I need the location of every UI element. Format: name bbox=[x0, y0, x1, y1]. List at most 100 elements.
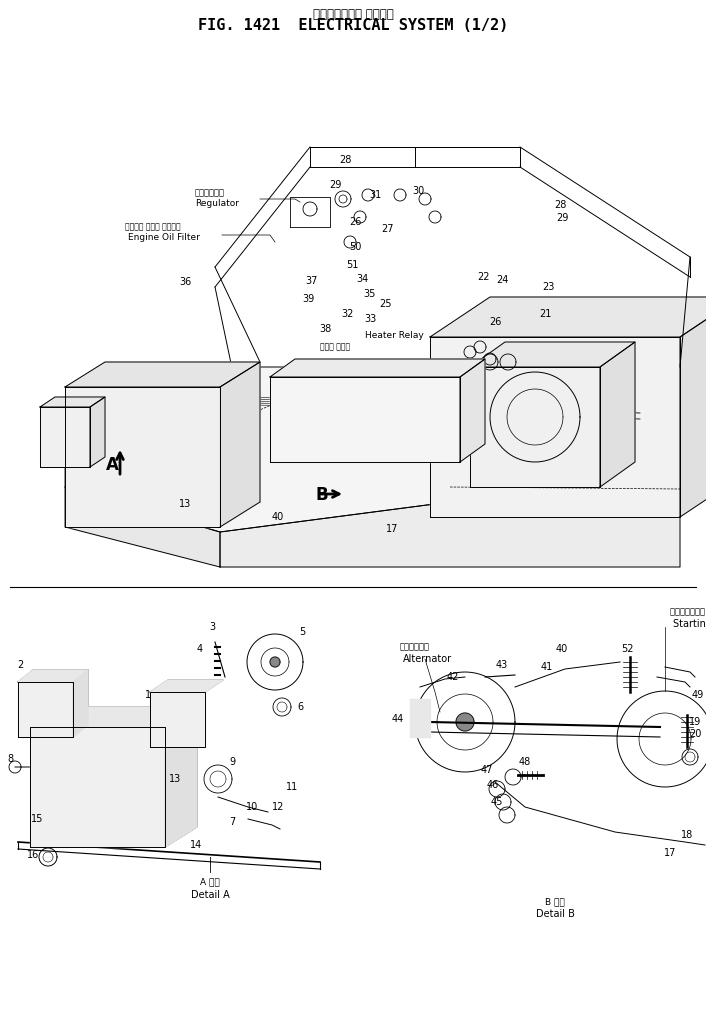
Text: 10: 10 bbox=[246, 802, 258, 812]
Text: 24: 24 bbox=[496, 275, 508, 285]
Text: 40: 40 bbox=[272, 512, 284, 522]
Text: 22: 22 bbox=[478, 272, 490, 282]
Polygon shape bbox=[65, 362, 260, 387]
Text: 11: 11 bbox=[286, 782, 298, 792]
Text: レギュレータ: レギュレータ bbox=[195, 188, 225, 197]
Text: スターティング モータ: スターティング モータ bbox=[670, 607, 706, 616]
Text: Starting Motor: Starting Motor bbox=[673, 619, 706, 629]
Text: 50: 50 bbox=[349, 242, 361, 252]
Text: 52: 52 bbox=[621, 644, 633, 654]
Polygon shape bbox=[65, 367, 680, 532]
Polygon shape bbox=[430, 297, 706, 337]
Text: 51: 51 bbox=[346, 260, 358, 270]
Polygon shape bbox=[150, 692, 205, 747]
Text: 17: 17 bbox=[664, 848, 676, 858]
Text: 17: 17 bbox=[385, 524, 398, 534]
Text: 38: 38 bbox=[319, 324, 331, 334]
Text: A 詳細: A 詳細 bbox=[200, 878, 220, 887]
Text: 35: 35 bbox=[364, 289, 376, 299]
Polygon shape bbox=[165, 707, 197, 847]
Text: 47: 47 bbox=[481, 765, 493, 775]
Text: 31: 31 bbox=[369, 190, 381, 200]
Text: 6: 6 bbox=[297, 702, 303, 712]
Polygon shape bbox=[470, 342, 635, 367]
Text: B: B bbox=[316, 486, 328, 504]
Text: FIG. 1421  ELECTRICAL SYSTEM (1/2): FIG. 1421 ELECTRICAL SYSTEM (1/2) bbox=[198, 18, 508, 34]
Text: A: A bbox=[106, 456, 119, 474]
Text: 28: 28 bbox=[339, 155, 351, 165]
Text: 15: 15 bbox=[31, 814, 43, 824]
Text: 26: 26 bbox=[489, 317, 501, 327]
Text: 37: 37 bbox=[306, 276, 318, 286]
Polygon shape bbox=[460, 359, 485, 462]
Text: 13: 13 bbox=[179, 499, 191, 508]
Text: 2: 2 bbox=[17, 660, 23, 670]
Text: 49: 49 bbox=[692, 690, 704, 700]
Polygon shape bbox=[40, 397, 105, 407]
Text: 34: 34 bbox=[356, 274, 368, 284]
Polygon shape bbox=[600, 342, 635, 487]
Polygon shape bbox=[18, 682, 73, 737]
Text: 18: 18 bbox=[681, 830, 693, 840]
Polygon shape bbox=[220, 362, 260, 527]
Text: オルタネータ: オルタネータ bbox=[400, 643, 430, 652]
Polygon shape bbox=[30, 727, 165, 847]
Text: 42: 42 bbox=[447, 672, 459, 682]
Polygon shape bbox=[40, 407, 90, 467]
Text: 23: 23 bbox=[542, 282, 554, 292]
Text: Alternator: Alternator bbox=[403, 654, 452, 664]
Text: 33: 33 bbox=[364, 314, 376, 324]
Text: 29: 29 bbox=[329, 180, 341, 190]
Polygon shape bbox=[65, 387, 220, 527]
Polygon shape bbox=[430, 337, 680, 517]
Text: 12: 12 bbox=[272, 802, 285, 812]
Polygon shape bbox=[470, 367, 600, 487]
Text: 29: 29 bbox=[556, 213, 568, 223]
Polygon shape bbox=[410, 699, 430, 737]
Polygon shape bbox=[65, 487, 220, 567]
Polygon shape bbox=[456, 713, 474, 731]
Text: Regulator: Regulator bbox=[195, 198, 239, 207]
Polygon shape bbox=[270, 377, 460, 462]
Text: 21: 21 bbox=[539, 309, 551, 319]
Text: 7: 7 bbox=[229, 817, 235, 827]
Text: エレクトリカル システム: エレクトリカル システム bbox=[313, 7, 393, 20]
Text: 1: 1 bbox=[145, 690, 151, 700]
Text: エンジン オイル フィルタ: エンジン オイル フィルタ bbox=[125, 223, 181, 232]
Text: 43: 43 bbox=[496, 660, 508, 670]
Polygon shape bbox=[220, 472, 680, 567]
Polygon shape bbox=[30, 707, 197, 727]
Text: 40: 40 bbox=[556, 644, 568, 654]
Text: 26: 26 bbox=[349, 217, 361, 227]
Text: 28: 28 bbox=[554, 200, 566, 210]
Text: 41: 41 bbox=[541, 662, 553, 672]
Text: 8: 8 bbox=[7, 754, 13, 764]
Text: Heater Relay: Heater Relay bbox=[365, 331, 424, 340]
Text: B 詳細: B 詳細 bbox=[545, 897, 565, 906]
Polygon shape bbox=[680, 297, 706, 517]
Text: ヒータ リレー: ヒータ リレー bbox=[320, 343, 350, 352]
Text: Detail A: Detail A bbox=[191, 890, 229, 900]
Polygon shape bbox=[537, 419, 553, 435]
Text: 39: 39 bbox=[302, 294, 314, 304]
Text: 9: 9 bbox=[229, 757, 235, 767]
Text: 44: 44 bbox=[392, 714, 404, 724]
Text: 32: 32 bbox=[341, 309, 353, 319]
Text: 36: 36 bbox=[179, 277, 191, 287]
Polygon shape bbox=[18, 670, 88, 682]
Polygon shape bbox=[73, 670, 88, 737]
Text: 5: 5 bbox=[299, 627, 305, 637]
Text: 27: 27 bbox=[382, 224, 394, 234]
Polygon shape bbox=[270, 657, 280, 667]
Text: Engine Oil Filter: Engine Oil Filter bbox=[128, 234, 200, 242]
Text: 45: 45 bbox=[491, 797, 503, 807]
Text: 13: 13 bbox=[169, 774, 181, 784]
Polygon shape bbox=[270, 359, 485, 377]
Text: 16: 16 bbox=[27, 850, 39, 860]
Text: 3: 3 bbox=[209, 622, 215, 632]
Text: 46: 46 bbox=[487, 780, 499, 790]
Polygon shape bbox=[150, 680, 223, 692]
Text: Detail B: Detail B bbox=[536, 909, 575, 919]
Text: 19: 19 bbox=[689, 717, 701, 727]
Text: 20: 20 bbox=[689, 729, 701, 739]
